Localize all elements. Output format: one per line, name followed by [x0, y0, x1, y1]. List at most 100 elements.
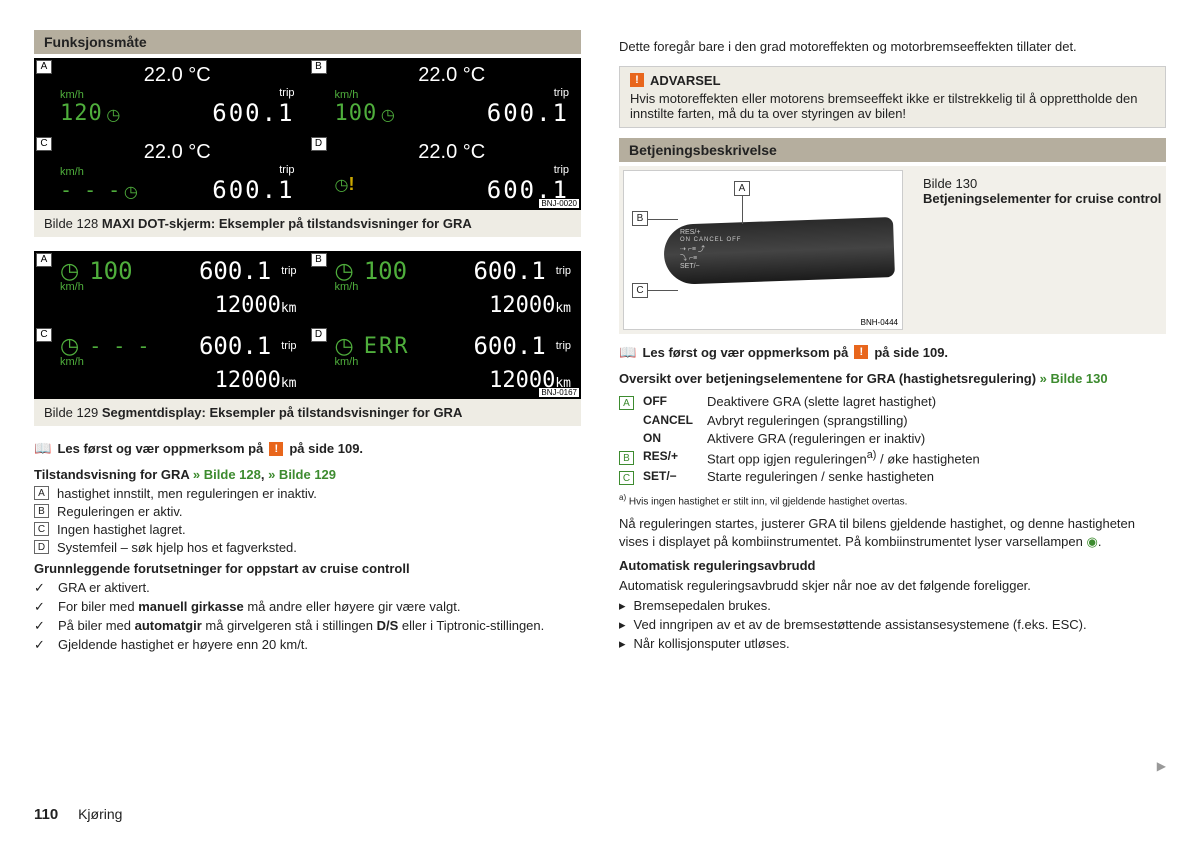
link-bilde-130: » Bilde 130 [1040, 371, 1108, 386]
segment-cell-a: A ◷ 100 600.1 trip km/h 12000km [34, 251, 307, 324]
book-icon: 📖 [34, 440, 51, 457]
temp-value: 22.0 °C [335, 141, 570, 164]
warning-box: ! ADVARSEL Hvis motoreffekten eller moto… [619, 66, 1166, 128]
check-icon: ✓ [34, 580, 48, 596]
caption-prefix: Bilde 129 [44, 405, 98, 420]
cell-label: A [36, 253, 52, 267]
control-desc: Avbryt reguleringen (sprangstilling) [707, 413, 1166, 428]
auto-item-1: ▸Bremsepedalen brukes. [619, 598, 1166, 614]
maxidot-display-grid: A 22.0 °C km/h 120 ◷ trip 600.1 B 22.0 ° [34, 58, 581, 210]
gauge-icon: ◷ [106, 105, 120, 125]
prereq-2: ✓For biler med manuell girkasse må andre… [34, 599, 581, 615]
trip-value: 600.1 [212, 99, 294, 127]
control-label: RES/+ [643, 449, 707, 466]
warning-text: Hvis motoreffekten eller motorens bremse… [630, 91, 1155, 121]
prereq-4: ✓Gjeldende hastighet er høyere enn 20 km… [34, 637, 581, 653]
letter-b: B [619, 451, 634, 465]
caption-prefix: Bilde 128 [44, 216, 98, 231]
auto-text: Når kollisjonsputer utløses. [634, 636, 790, 652]
cell-label: A [36, 60, 52, 74]
letter-b: B [34, 504, 49, 518]
kmh-label: km/h [60, 89, 120, 101]
letter-d: D [34, 540, 49, 554]
check-icon: ✓ [34, 618, 48, 634]
control-desc: Aktivere GRA (reguleringen er inaktiv) [707, 431, 1166, 446]
control-row-set: C SET/− Starte reguleringen / senke hast… [619, 469, 1166, 485]
page-number: 110 [34, 806, 58, 823]
control-label: ON [643, 431, 707, 446]
trip-label: trip [212, 87, 294, 99]
link-bilde-129: » Bilde 129 [268, 467, 336, 482]
read-first-page: på side 109. [874, 345, 948, 360]
dashes: - - - [60, 178, 120, 202]
prereq-title: Grunnleggende forutsetninger for oppstar… [34, 561, 581, 576]
trip-value: 600.1 [473, 257, 545, 285]
read-first-page: på side 109. [289, 441, 363, 456]
trip-label: trip [556, 265, 571, 277]
warning-icon: ! [348, 174, 354, 194]
control-desc: Start opp igjen reguleringena) / øke has… [707, 449, 1166, 466]
maxidot-cell-d: D 22.0 °C ◷! trip 600.1 BNJ-0020 [309, 135, 582, 210]
odo-unit: km [281, 376, 297, 391]
caption-128: Bilde 128 MAXI DOT-skjerm: Eksempler på … [34, 210, 581, 237]
control-table: A OFF Deaktivere GRA (slette lagret hast… [619, 394, 1166, 485]
trip-value: 600.1 [487, 99, 569, 127]
state-text: hastighet innstilt, men reguleringen er … [57, 486, 317, 501]
prereq-text: På biler med automatgir må girvelgeren s… [58, 618, 544, 634]
error-text: ERR [364, 334, 410, 359]
control-desc: Deaktivere GRA (slette lagret hastighet) [707, 394, 1166, 410]
control-row-on: ON Aktivere GRA (reguleringen er inaktiv… [619, 431, 1166, 446]
overview-title: Oversikt over betjeningselementene for G… [619, 371, 1166, 386]
control-desc: Starte reguleringen / senke hastigheten [707, 469, 1166, 485]
trip-label: trip [281, 265, 296, 277]
cell-label: C [36, 137, 52, 151]
trip-value: 600.1 [199, 332, 271, 360]
caption-129: Bilde 129 Segmentdisplay: Eksempler på t… [34, 399, 581, 426]
link-bilde-128: » Bilde 128 [193, 467, 261, 482]
chapter-title: Kjøring [78, 806, 122, 822]
kmh-label: km/h [60, 166, 138, 178]
state-row-d: DSystemfeil – søk hjelp hos et fagverkst… [34, 540, 581, 555]
trip-label: trip [556, 340, 571, 352]
trip-label: trip [212, 164, 294, 176]
figure-label: Bilde 130 [923, 176, 1162, 191]
auto-text: Bremsepedalen brukes. [634, 598, 771, 614]
auto-item-2: ▸Ved inngripen av et av de bremsestøtten… [619, 617, 1166, 633]
state-text: Reguleringen er aktiv. [57, 504, 183, 519]
control-label: CANCEL [643, 413, 707, 428]
callout-c: C [632, 283, 648, 298]
warning-title: ADVARSEL [650, 73, 721, 88]
read-first-notice: 📖 Les først og vær oppmerksom på ! på si… [619, 344, 1166, 361]
caption-text: Segmentdisplay: Eksempler på tilstandsvi… [102, 405, 462, 420]
letter-a: A [619, 396, 634, 410]
cell-label: D [311, 328, 327, 342]
letter-c: C [34, 522, 49, 536]
letter-a: A [34, 486, 49, 500]
auto-break-title: Automatisk reguleringsavbrudd [619, 558, 1166, 573]
letter-c: C [619, 471, 634, 485]
maxidot-cell-a: A 22.0 °C km/h 120 ◷ trip 600.1 [34, 58, 307, 133]
book-icon: 📖 [619, 344, 636, 361]
lamp-icon: ◉ [1086, 534, 1097, 549]
prereq-text: For biler med manuell girkasse må andre … [58, 599, 460, 615]
dashes: - - - [89, 334, 149, 358]
figure-130: RES/+ ON CANCEL OFF ⇢ ⌐≡ ⤴ ⤵ ⌐≡ SET/− A … [619, 166, 1166, 334]
bullet-icon: ▸ [619, 617, 626, 633]
speed-value: 100 [335, 101, 378, 126]
speed-value: 100 [364, 257, 407, 285]
kmh-label: km/h [335, 89, 395, 101]
odo-unit: km [281, 301, 297, 316]
state-row-b: B Reguleringen er aktiv. [34, 504, 581, 519]
control-row-cancel: CANCEL Avbryt reguleringen (sprangstilli… [619, 413, 1166, 428]
callout-line [742, 196, 743, 224]
control-label: OFF [643, 394, 707, 410]
caption-text: MAXI DOT-skjerm: Eksempler på tilstandsv… [102, 216, 472, 231]
bullet-icon: ▸ [619, 636, 626, 652]
callout-line [648, 290, 678, 291]
read-first-text: Les først og vær oppmerksom på [642, 345, 848, 360]
trip-value: 600.1 [199, 257, 271, 285]
warning-icon: ! [269, 442, 283, 456]
read-first-text: Les først og vær oppmerksom på [57, 441, 263, 456]
callout-a: A [734, 181, 750, 196]
prereq-3: ✓ På biler med automatgir må girvelgeren … [34, 618, 581, 634]
